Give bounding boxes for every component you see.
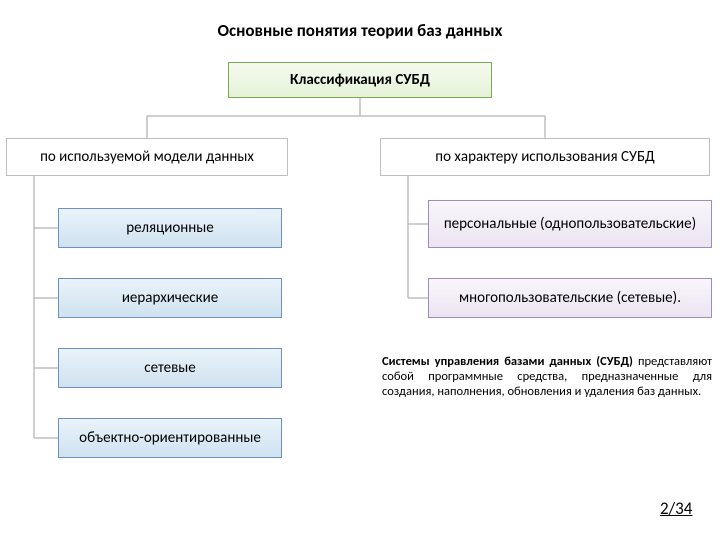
node-branch-right: по характеру использования СУБД <box>380 138 710 176</box>
node-leaf-network: сетевые <box>58 348 282 388</box>
slide-title: Основные понятия теории баз данных <box>0 20 720 41</box>
node-branch-left: по используемой модели данных <box>6 138 288 176</box>
footnote-bold: Системы управления базами данных (СУБД) <box>382 354 633 369</box>
page-number: 2/34 <box>660 498 692 519</box>
footnote-text: Системы управления базами данных (СУБД) … <box>382 354 712 399</box>
node-leaf-relational: реляционные <box>58 208 282 248</box>
node-leaf-personal: персональные (однопользовательские) <box>428 200 712 248</box>
node-root: Классификация СУБД <box>228 62 492 98</box>
node-leaf-object: объектно-ориентированные <box>58 418 282 458</box>
node-leaf-hierarchical: иерархические <box>58 278 282 318</box>
node-leaf-multiuser: многопользовательские (сетевые). <box>428 278 712 318</box>
